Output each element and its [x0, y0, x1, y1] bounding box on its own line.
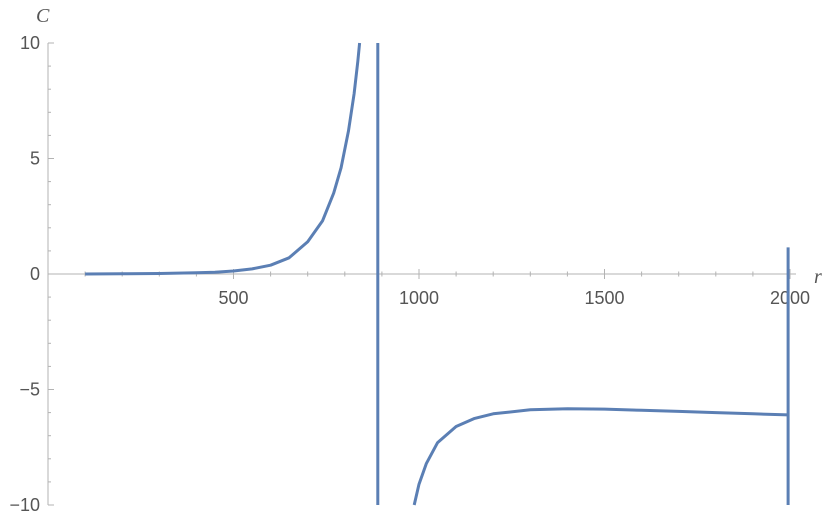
x-tick-label: 500 [218, 288, 248, 308]
series-line-right-branch [412, 407, 789, 506]
y-tick-label: 0 [30, 264, 40, 284]
y-tick-label: 10 [20, 33, 40, 53]
x-tick-label: 1000 [399, 288, 439, 308]
y-tick-label: 5 [30, 149, 40, 169]
series-line-left-branch [85, 42, 362, 276]
x-tick-label: 1500 [584, 288, 624, 308]
ticks: 500 1000 1500 2000 −10 −5 0 5 10 [9, 33, 810, 515]
x-tick-label: 2000 [770, 288, 810, 308]
y-tick-label: −5 [19, 380, 40, 400]
x-axis-label: r [814, 266, 822, 288]
y-axis-label: C [36, 5, 50, 27]
series-layer [85, 42, 790, 506]
y-tick-label: −10 [9, 495, 40, 515]
